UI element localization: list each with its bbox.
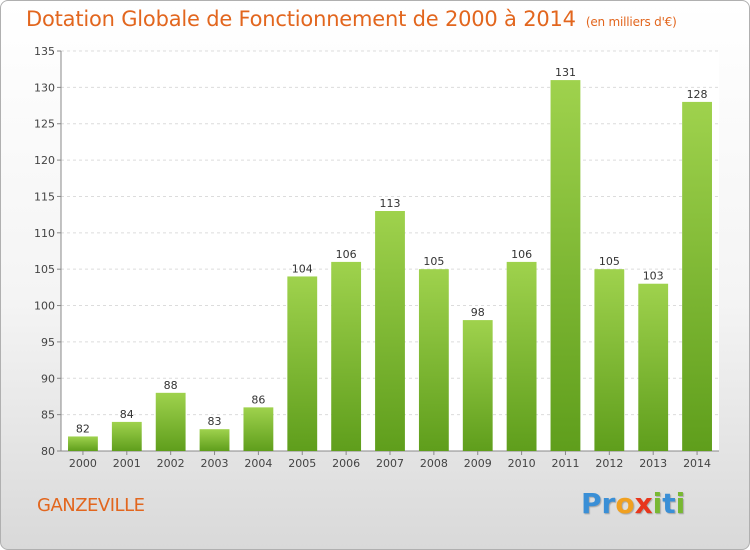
bar-value-label: 104	[292, 262, 313, 275]
bar-value-label: 83	[208, 415, 222, 428]
bar-value-label: 98	[471, 306, 485, 319]
bar	[462, 320, 493, 451]
y-tick-label: 130	[34, 81, 55, 94]
proxiti-logo: Proxiti	[581, 487, 685, 520]
x-tick-label: 2009	[464, 457, 492, 470]
y-tick-label: 100	[34, 300, 55, 313]
y-tick-label: 120	[34, 154, 55, 167]
bar	[243, 407, 274, 451]
x-tick-label: 2006	[332, 457, 360, 470]
x-tick-label: 2004	[244, 457, 272, 470]
chart-subtitle: (en milliers d'€)	[585, 15, 677, 29]
bar	[111, 421, 142, 451]
bar	[375, 211, 405, 451]
x-tick-label: 2000	[69, 457, 97, 470]
logo-letter: o	[615, 487, 635, 520]
bar-value-label: 113	[380, 197, 401, 210]
bar	[418, 269, 449, 451]
x-tick-label: 2002	[157, 457, 185, 470]
bar	[550, 80, 581, 451]
x-tick-label: 2001	[113, 457, 141, 470]
y-tick-label: 80	[41, 445, 55, 458]
x-tick-label: 2014	[683, 457, 711, 470]
bar	[682, 101, 712, 451]
y-tick-label: 135	[34, 45, 55, 58]
logo-letter: x	[634, 487, 653, 520]
bar	[594, 269, 625, 451]
y-tick-label: 125	[34, 118, 55, 131]
y-tick-label: 105	[34, 263, 55, 276]
bar-value-label: 86	[251, 393, 265, 406]
bar-value-label: 131	[555, 66, 576, 79]
logo-letter: r	[601, 487, 616, 520]
x-tick-label: 2008	[420, 457, 448, 470]
bar-value-label: 106	[336, 248, 357, 261]
bar	[199, 429, 230, 451]
bar-value-label: 103	[643, 270, 664, 283]
y-tick-label: 85	[41, 409, 55, 422]
x-tick-label: 2007	[376, 457, 404, 470]
bar	[506, 261, 537, 451]
bar-value-label: 84	[120, 408, 134, 421]
y-tick-label: 90	[41, 372, 55, 385]
x-tick-label: 2010	[508, 457, 536, 470]
bar	[68, 436, 98, 451]
y-tick-label: 95	[41, 336, 55, 349]
logo-letter: i	[652, 487, 663, 520]
bar-value-label: 82	[76, 422, 90, 435]
y-tick-label: 115	[34, 190, 55, 203]
commune-name: GANZEVILLE	[37, 495, 145, 516]
bar	[638, 283, 669, 451]
bar-value-label: 88	[164, 379, 178, 392]
chart-title: Dotation Globale de Fonctionnement de 20…	[26, 7, 677, 31]
bar-value-label: 128	[687, 88, 708, 101]
x-tick-label: 2013	[639, 457, 667, 470]
bar-value-label: 105	[599, 255, 620, 268]
logo-letter: t	[662, 487, 676, 520]
logo-letter: i	[675, 487, 686, 520]
x-tick-label: 2005	[288, 457, 316, 470]
x-tick-label: 2003	[201, 457, 229, 470]
bar	[331, 261, 362, 451]
bar	[155, 392, 186, 451]
y-tick-label: 110	[34, 227, 55, 240]
logo-letter: P	[581, 487, 602, 520]
bar-value-label: 105	[423, 255, 444, 268]
bar-value-label: 106	[511, 248, 532, 261]
title-text: Dotation Globale de Fonctionnement de 20…	[26, 7, 576, 31]
bar	[287, 276, 318, 451]
x-tick-label: 2012	[595, 457, 623, 470]
x-tick-label: 2011	[551, 457, 579, 470]
